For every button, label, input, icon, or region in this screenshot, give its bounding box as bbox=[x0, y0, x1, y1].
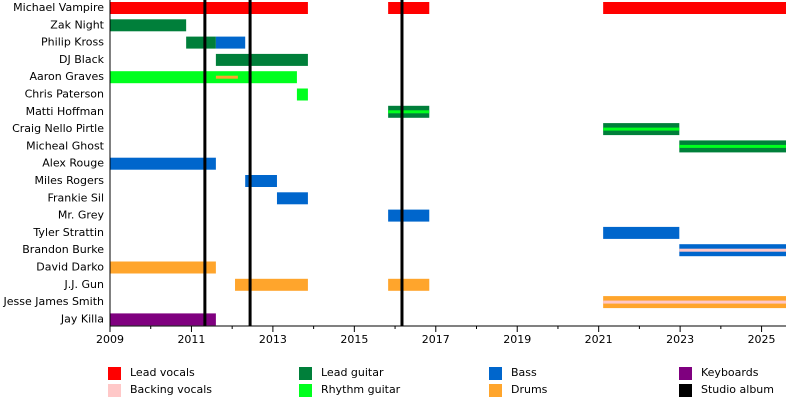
secondary-role-bar bbox=[215, 75, 238, 79]
role-bar bbox=[215, 36, 246, 49]
role-bar bbox=[388, 2, 430, 14]
member-label: Mr. Grey bbox=[58, 209, 105, 222]
x-tick-label: 2013 bbox=[259, 333, 287, 346]
member-label: J.J. Gun bbox=[64, 278, 104, 291]
member-label: Michael Vampire bbox=[13, 1, 104, 14]
role-bar bbox=[110, 157, 216, 170]
role-bar bbox=[110, 19, 187, 32]
x-tick-label: 2017 bbox=[422, 333, 450, 346]
legend-swatch bbox=[489, 367, 502, 380]
role-bar bbox=[603, 2, 786, 14]
legend-swatch bbox=[108, 367, 121, 380]
role-bar bbox=[235, 278, 308, 291]
member-label: Philip Kross bbox=[41, 36, 104, 49]
role-bar bbox=[388, 209, 430, 222]
legend-label: Drums bbox=[511, 383, 548, 396]
secondary-role-bar bbox=[388, 110, 430, 114]
legend-swatch bbox=[489, 384, 502, 397]
member-label: Micheal Ghost bbox=[26, 139, 105, 152]
legend-swatch bbox=[299, 384, 312, 397]
legend-swatch bbox=[108, 384, 121, 397]
x-tick-label: 2021 bbox=[585, 333, 613, 346]
role-bar bbox=[245, 175, 277, 187]
member-label: DJ Black bbox=[59, 53, 105, 66]
x-tick-label: 2023 bbox=[666, 333, 694, 346]
legend-label: Keyboards bbox=[701, 366, 759, 379]
member-label: Chris Paterson bbox=[25, 88, 104, 101]
member-label: David Darko bbox=[36, 261, 104, 274]
x-tick-label: 2009 bbox=[96, 333, 124, 346]
legend-label: Backing vocals bbox=[130, 383, 212, 396]
secondary-role-bar bbox=[679, 248, 786, 252]
role-bar bbox=[215, 53, 308, 66]
legend-swatch bbox=[299, 367, 312, 380]
x-tick-label: 2019 bbox=[503, 333, 531, 346]
secondary-role-bar bbox=[679, 144, 786, 148]
legend-label: Rhythm guitar bbox=[321, 383, 401, 396]
role-bar bbox=[110, 313, 216, 326]
role-bar bbox=[603, 226, 680, 239]
secondary-role-bar bbox=[603, 127, 680, 131]
secondary-role-bar bbox=[603, 300, 786, 304]
legend-swatch bbox=[679, 384, 692, 397]
role-bar bbox=[110, 2, 308, 14]
member-label: Zak Night bbox=[50, 18, 104, 31]
member-label: Miles Rogers bbox=[35, 174, 105, 187]
member-label: Aaron Graves bbox=[29, 70, 104, 83]
legend-swatch bbox=[679, 367, 692, 380]
role-bar bbox=[388, 278, 430, 291]
member-label: Craig Nello Pirtle bbox=[12, 122, 104, 135]
legend-label: Bass bbox=[511, 366, 537, 379]
member-label: Jay Killa bbox=[60, 312, 104, 325]
role-bar bbox=[296, 88, 308, 101]
member-label: Frankie Sil bbox=[47, 191, 104, 204]
member-label: Jesse James Smith bbox=[3, 295, 105, 308]
member-label: Matti Hoffman bbox=[26, 105, 104, 118]
x-tick-label: 2011 bbox=[177, 333, 205, 346]
legend-label: Studio album bbox=[701, 383, 774, 396]
role-bar bbox=[276, 192, 308, 205]
role-bar bbox=[186, 36, 216, 49]
x-tick-label: 2015 bbox=[340, 333, 368, 346]
member-label: Tyler Strattin bbox=[32, 226, 104, 239]
member-label: Brandon Burke bbox=[22, 243, 104, 256]
role-bar bbox=[110, 261, 216, 274]
x-tick-label: 2025 bbox=[748, 333, 776, 346]
legend-label: Lead guitar bbox=[321, 366, 384, 379]
legend-label: Lead vocals bbox=[130, 366, 195, 379]
member-label: Alex Rouge bbox=[42, 157, 104, 170]
